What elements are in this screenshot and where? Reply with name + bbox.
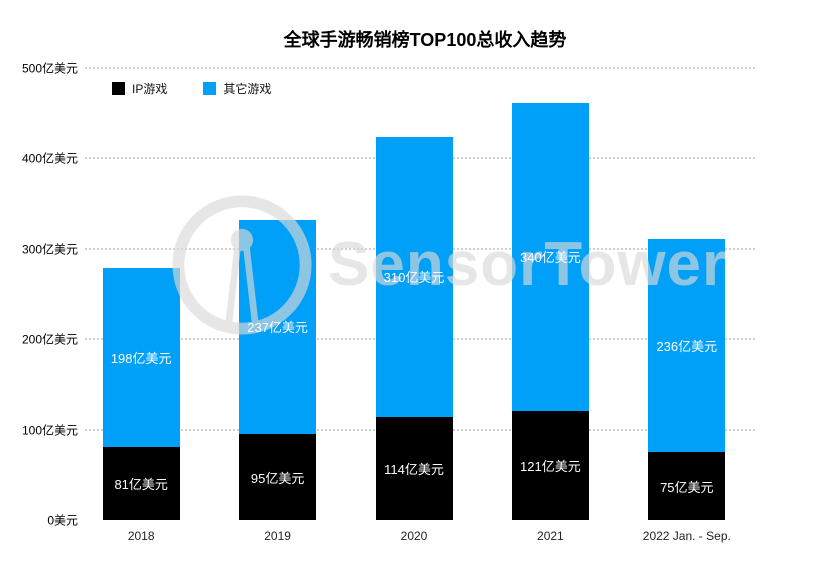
x-axis-tick-label: 2020 <box>400 529 428 543</box>
bar-value-label: 236亿美元 <box>656 339 718 355</box>
bar-segment: 81亿美元 <box>102 446 180 520</box>
bar-value-label: 340亿美元 <box>520 250 581 266</box>
legend-item-other-games: 其它游戏 <box>203 80 271 97</box>
bar-segment: 114亿美元 <box>375 416 453 520</box>
y-axis-tick-label: 200亿美元 <box>21 332 78 347</box>
gridline <box>85 67 755 69</box>
legend: IP游戏 其它游戏 <box>112 80 271 97</box>
y-axis-tick-label: 500亿美元 <box>21 61 78 76</box>
x-axis-tick-label: 2021 <box>537 529 564 543</box>
bar-segment: 310亿美元 <box>375 136 453 417</box>
x-axis-tick-label: 2022 Jan. - Sep. <box>642 529 731 543</box>
legend-swatch-other-games <box>203 82 217 95</box>
y-axis-tick-label: 0美元 <box>47 513 78 528</box>
bar-segment: 340亿美元 <box>511 103 589 411</box>
x-axis-tick-label: 2018 <box>127 529 155 543</box>
bar-value-label: 121亿美元 <box>520 458 581 474</box>
y-axis-tick-label: 300亿美元 <box>21 242 78 257</box>
bar-value-label: 81亿美元 <box>114 476 168 492</box>
x-axis-tick-label: 2019 <box>264 529 291 543</box>
bar-segment: 121亿美元 <box>511 410 589 520</box>
y-axis-tick-label: 400亿美元 <box>21 151 78 166</box>
legend-label-ip-games: IP游戏 <box>132 82 168 96</box>
bar-segment: 95亿美元 <box>239 434 317 520</box>
bar-segment: 75亿美元 <box>648 452 726 520</box>
bar-value-label: 95亿美元 <box>250 470 305 486</box>
bar-segment: 236亿美元 <box>648 238 726 453</box>
bar-value-label: 237亿美元 <box>247 320 308 336</box>
bar-value-label: 198亿美元 <box>110 350 172 366</box>
bar-segment: 237亿美元 <box>239 219 317 435</box>
bar-value-label: 75亿美元 <box>660 479 714 495</box>
chart-title: 全球手游畅销榜TOP100总收入趋势 <box>283 30 567 50</box>
legend-label-other-games: 其它游戏 <box>223 82 272 96</box>
bar-value-label: 114亿美元 <box>384 461 444 477</box>
y-axis-tick-label: 100亿美元 <box>21 423 78 438</box>
legend-item-ip-games: IP游戏 <box>112 80 167 97</box>
bar-value-label: 310亿美元 <box>383 270 445 286</box>
legend-swatch-ip-games <box>112 82 125 95</box>
bar-segment: 198亿美元 <box>102 267 180 447</box>
